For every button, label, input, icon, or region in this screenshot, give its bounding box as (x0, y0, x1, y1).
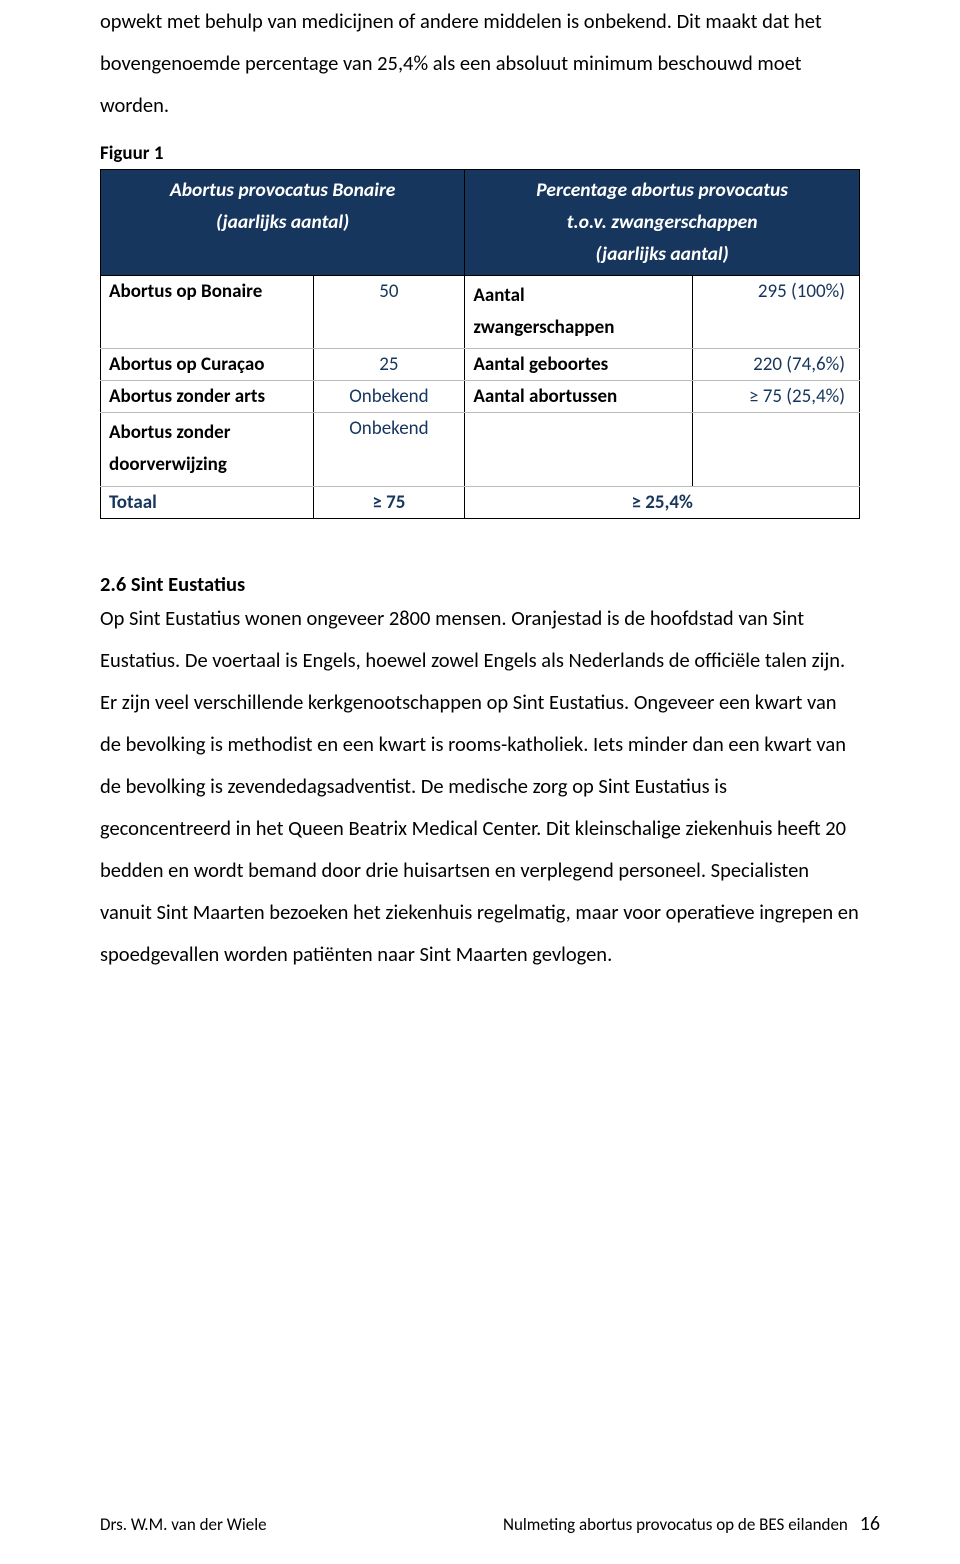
row-value-left: Onbekend (313, 413, 465, 487)
footer-author: Drs. W.M. van der Wiele (100, 1514, 267, 1535)
page-footer: Drs. W.M. van der Wiele Nulmeting abortu… (100, 1512, 880, 1536)
row-label-left-l2: doorverwijzing (109, 449, 305, 481)
table-row: Abortus op Curaçao 25 Aantal geboortes 2… (101, 349, 860, 381)
table-row: Abortus zonder doorverwijzing Onbekend (101, 413, 860, 487)
section-body: Op Sint Eustatius wonen ongeveer 2800 me… (100, 597, 860, 975)
row-value-right: 220 (74,6%) (693, 349, 860, 381)
footer-title-and-page: Nulmeting abortus provocatus op de BES e… (503, 1512, 880, 1536)
figure-1-table: Abortus provocatus Bonaire (jaarlijks aa… (100, 169, 860, 519)
row-value-right (693, 413, 860, 487)
section-heading: 2.6 Sint Eustatius (100, 571, 860, 597)
header-right-line2: t.o.v. zwangerschappen (473, 206, 851, 238)
table-header-right: Percentage abortus provocatus t.o.v. zwa… (465, 170, 860, 276)
row-label-right: Aantal geboortes (465, 349, 693, 381)
row-value-right: 295 (100%) (693, 275, 860, 349)
total-label: Totaal (101, 486, 314, 518)
footer-page-number: 16 (860, 1512, 880, 1536)
row-value-left: 50 (313, 275, 465, 349)
row-label-right-l2: zwangerschappen (473, 312, 684, 344)
total-value-left: ≥ 75 (313, 486, 465, 518)
row-value-right: ≥ 75 (25,4%) (693, 381, 860, 413)
row-label-right (465, 413, 693, 487)
row-value-left: Onbekend (313, 381, 465, 413)
intro-paragraph: opwekt met behulp van medicijnen of ande… (100, 0, 860, 126)
row-label-left: Abortus zonder arts (101, 381, 314, 413)
row-label-left-l1: Abortus zonder (109, 417, 305, 449)
row-value-left: 25 (313, 349, 465, 381)
figure-label: Figuur 1 (100, 142, 860, 165)
header-left-line2: (jaarlijks aantal) (109, 206, 456, 238)
header-right-line1: Percentage abortus provocatus (473, 174, 851, 206)
table-row: Abortus op Bonaire 50 Aantal zwangerscha… (101, 275, 860, 349)
row-label-right: Aantal abortussen (465, 381, 693, 413)
row-label-right-l1: Aantal (473, 280, 684, 312)
total-value-right: ≥ 25,4% (465, 486, 860, 518)
row-label-left: Abortus op Bonaire (101, 275, 314, 349)
footer-title: Nulmeting abortus provocatus op de BES e… (503, 1514, 848, 1535)
table-header-row: Abortus provocatus Bonaire (jaarlijks aa… (101, 170, 860, 276)
header-right-line3: (jaarlijks aantal) (473, 238, 851, 270)
table-header-left: Abortus provocatus Bonaire (jaarlijks aa… (101, 170, 465, 276)
table-total-row: Totaal ≥ 75 ≥ 25,4% (101, 486, 860, 518)
table-row: Abortus zonder arts Onbekend Aantal abor… (101, 381, 860, 413)
row-label-left: Abortus op Curaçao (101, 349, 314, 381)
header-left-line1: Abortus provocatus Bonaire (109, 174, 456, 206)
row-label-right: Aantal zwangerschappen (465, 275, 693, 349)
row-label-left: Abortus zonder doorverwijzing (101, 413, 314, 487)
